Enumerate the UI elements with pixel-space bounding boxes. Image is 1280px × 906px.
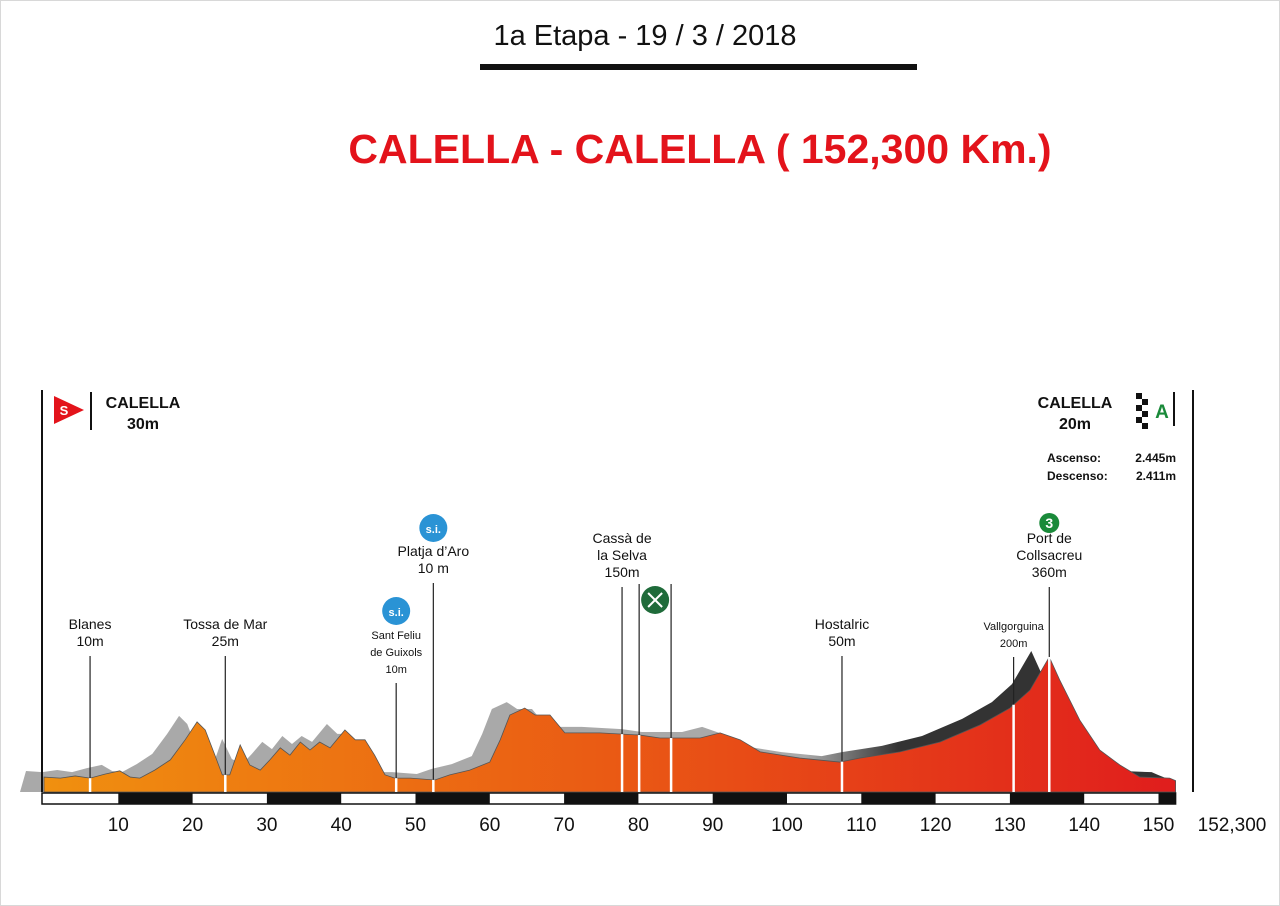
elevation-profile-path [43, 656, 1176, 793]
x-tick-label: 90 [702, 815, 723, 836]
ascent-label: Ascenso: [1047, 451, 1101, 465]
waypoint-label: Blanes [69, 616, 112, 632]
distance-axis: 10 20 30 40 50 60 70 80 90 100 110 120 130 140 150 152,… [41, 792, 1267, 836]
icon-text: s.i. [426, 524, 441, 536]
intermediate-sprint-icon: s.i. [382, 597, 411, 625]
waypoint: Vallgorguina 200m [983, 621, 1045, 792]
icon-text: s.i. [389, 607, 404, 619]
waypoint-label: Tossa de Mar [183, 616, 267, 632]
waypoint-label: 50m [828, 633, 855, 649]
stage-date: 1a Etapa - 19 / 3 / 2018 [493, 20, 797, 52]
route-title: CALELLA - CALELLA ( 152,300 Km.) [348, 126, 1052, 172]
distance-bar-segment [415, 793, 490, 804]
x-tick-label: 130 [994, 815, 1026, 836]
category-3-climb-icon: 3 [1039, 513, 1060, 533]
checkered-flag-icon [1136, 393, 1148, 429]
waypoint-label: 10 m [418, 560, 449, 576]
x-tick-label: 150 [1143, 815, 1175, 836]
waypoint: Sant Feliu de Guixols 10m s.i. [370, 597, 423, 792]
waypoint-label: 10m [385, 664, 406, 676]
x-tick-label: 30 [256, 815, 277, 836]
start-elevation: 30m [127, 416, 159, 433]
waypoint-label: Collsacreu [1016, 547, 1082, 563]
waypoint-label: Vallgorguina [983, 621, 1044, 633]
checker-square [1142, 423, 1148, 429]
x-tick-label: 10 [108, 815, 129, 836]
distance-bar-segment [1158, 793, 1176, 804]
start-flag-icon: S [54, 396, 84, 424]
icon-circle [382, 597, 411, 625]
intermediate-sprint-icon: s.i. [419, 514, 448, 542]
x-tick-label: 140 [1068, 815, 1100, 836]
waypoint-label: 150m [605, 564, 640, 580]
x-tick-label: 80 [628, 815, 649, 836]
descent-value: 2.411m [1136, 469, 1176, 483]
waypoint-label: 25m [212, 633, 239, 649]
waypoint-label: Platja d’Aro [398, 543, 470, 559]
ascent-value: 2.445m [1135, 451, 1176, 465]
start-name: CALELLA [106, 395, 181, 412]
waypoint-label: Cassà de [592, 530, 651, 546]
x-end-label: 152,300 [1198, 815, 1267, 836]
waypoint-label: Port de [1027, 530, 1072, 546]
x-tick-label: 50 [405, 815, 426, 836]
icon-circle [1039, 513, 1060, 533]
checker-square [1136, 417, 1142, 423]
checker-square [1142, 399, 1148, 405]
feed-zone-icon [641, 586, 670, 614]
finish-elevation: 20m [1059, 416, 1091, 433]
icon-circle [419, 514, 448, 542]
finish-arrival-letter: A [1155, 402, 1169, 423]
x-tick-label: 120 [920, 815, 952, 836]
waypoint-label: 200m [1000, 638, 1028, 650]
svg-text:S: S [60, 403, 69, 418]
waypoint-label: 360m [1032, 564, 1067, 580]
distance-bar-segment [118, 793, 193, 804]
waypoint-label: Hostalric [815, 616, 869, 632]
checker-square [1142, 411, 1148, 417]
x-tick-label: 70 [554, 815, 575, 836]
descent-label: Descenso: [1047, 469, 1108, 483]
distance-bar-segment [564, 793, 639, 804]
distance-bar-segment [1009, 793, 1085, 804]
checker-square [1136, 393, 1142, 399]
distance-bar-segment [712, 793, 787, 804]
knife-stroke [647, 592, 663, 608]
waypoint-label: 10m [76, 633, 103, 649]
waypoint-label: la Selva [597, 547, 647, 563]
title-underline [480, 64, 917, 70]
distance-bar-segment [861, 793, 936, 804]
distance-bar-segment [266, 793, 342, 804]
x-tick-label: 60 [479, 815, 500, 836]
finish-name: CALELLA [1038, 395, 1113, 412]
x-tick-label: 20 [182, 815, 203, 836]
profile-area [43, 656, 1176, 793]
x-tick-label: 100 [771, 815, 803, 836]
x-tick-label: 110 [846, 815, 876, 836]
x-tick-label: 40 [331, 815, 352, 836]
waypoint-label: de Guixols [370, 647, 422, 659]
waypoint-label: Sant Feliu [371, 630, 421, 642]
icon-text: 3 [1045, 515, 1053, 531]
checker-square [1136, 405, 1142, 411]
